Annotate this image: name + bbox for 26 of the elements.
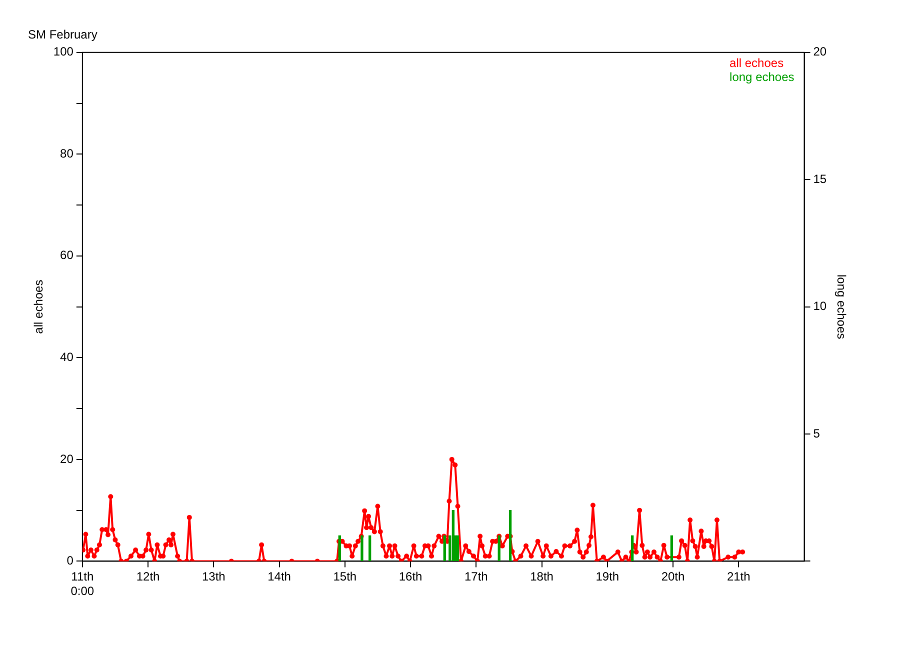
x-tick-label: 18th: [530, 570, 554, 584]
x-tick-label: 14th: [268, 570, 291, 584]
y-tick-label: 100: [53, 44, 74, 59]
x-tick-label: 21th: [726, 570, 750, 584]
y-axis-title: all echoes: [32, 280, 46, 334]
y-tick-label: 40: [60, 350, 74, 364]
y-tick-label: 0: [66, 554, 74, 568]
x-tick-label: 20th: [661, 570, 685, 584]
x-tick-label: 17th: [464, 570, 488, 584]
x-tick-label: 13th: [202, 570, 226, 584]
x-tick-label: 12th: [136, 570, 160, 584]
y2-axis-title: long echoes: [834, 274, 848, 340]
x-tick-label: 11th 0:00: [70, 570, 94, 598]
chart-title: SM February: [28, 28, 98, 42]
y-tick-label: 60: [60, 248, 74, 262]
y2-tick-label: 20: [813, 44, 827, 59]
text: all echoes: [730, 56, 785, 70]
x-tick-label: 15th: [333, 570, 357, 584]
x-tick-label: 19th: [596, 570, 620, 584]
y2-tick-label: 5: [813, 426, 820, 440]
y-tick-label: 80: [60, 146, 74, 160]
y-tick-label: 20: [60, 452, 74, 466]
y2-tick-label: 10: [813, 299, 827, 314]
y2-tick-label: 15: [813, 172, 827, 186]
x-tick-label: 16th: [398, 570, 422, 584]
text: long echoes: [730, 70, 794, 84]
